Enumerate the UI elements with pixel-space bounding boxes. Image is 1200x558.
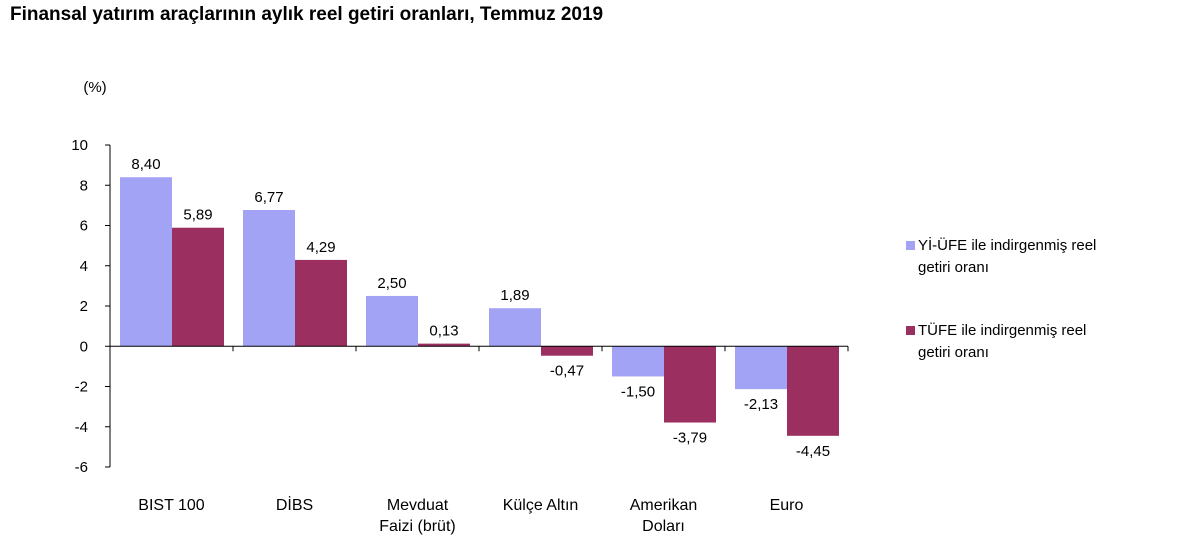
bar-tufe bbox=[787, 346, 839, 436]
data-label: 2,50 bbox=[377, 275, 406, 292]
data-label: 0,13 bbox=[429, 323, 458, 340]
y-axis-label: (%) bbox=[83, 79, 106, 96]
legend-label: Yİ-ÜFE ile indirgenmiş reel bbox=[918, 236, 1096, 254]
category-label: Mevduat bbox=[387, 497, 449, 514]
bar-yiufe bbox=[489, 308, 541, 347]
y-tick-label: -2 bbox=[75, 379, 88, 396]
y-tick-label: 4 bbox=[80, 258, 88, 275]
bar-tufe bbox=[664, 346, 716, 423]
data-label: -1,50 bbox=[621, 383, 655, 400]
bar-yiufe bbox=[612, 346, 664, 377]
data-label: 1,89 bbox=[500, 287, 529, 304]
bar-yiufe bbox=[366, 295, 418, 347]
data-label: -2,13 bbox=[744, 396, 778, 413]
category-label: Faizi (brüt) bbox=[379, 518, 455, 535]
bar-tufe bbox=[295, 259, 347, 347]
bar-tufe bbox=[172, 227, 224, 347]
category-label: Külçe Altın bbox=[503, 497, 579, 514]
category-label: Amerikan bbox=[630, 497, 698, 514]
y-tick-label: 2 bbox=[80, 298, 88, 315]
category-label: BIST 100 bbox=[138, 497, 205, 514]
y-tick-label: -6 bbox=[75, 459, 88, 476]
y-tick-label: 0 bbox=[80, 338, 88, 355]
category-label: DİBS bbox=[276, 495, 313, 514]
data-label: -3,79 bbox=[673, 430, 707, 447]
legend-swatch bbox=[906, 241, 915, 250]
bar-tufe bbox=[418, 343, 470, 347]
data-label: 5,89 bbox=[183, 207, 212, 224]
y-tick-label: 6 bbox=[80, 218, 88, 235]
data-label: 4,29 bbox=[306, 239, 335, 256]
bar-yiufe bbox=[243, 210, 295, 347]
data-label: 8,40 bbox=[131, 156, 160, 173]
bar-yiufe bbox=[735, 346, 787, 390]
chart-title: Finansal yatırım araçlarının aylık reel … bbox=[10, 4, 604, 25]
category-label: Euro bbox=[770, 497, 804, 514]
y-tick-label: 8 bbox=[80, 177, 88, 194]
legend-swatch bbox=[906, 326, 915, 335]
data-label: -4,45 bbox=[796, 443, 830, 460]
legend-label: getiri oranı bbox=[918, 344, 989, 361]
bar-yiufe bbox=[120, 177, 172, 347]
y-tick-label: -4 bbox=[75, 419, 88, 436]
legend-label: getiri oranı bbox=[918, 259, 989, 276]
y-tick-label: 10 bbox=[71, 137, 88, 154]
bar-tufe bbox=[541, 346, 593, 356]
legend-label: TÜFE ile indirgenmiş reel bbox=[918, 321, 1086, 339]
category-label: Doları bbox=[642, 518, 685, 535]
data-label: -0,47 bbox=[550, 363, 584, 380]
data-label: 6,77 bbox=[254, 189, 283, 206]
